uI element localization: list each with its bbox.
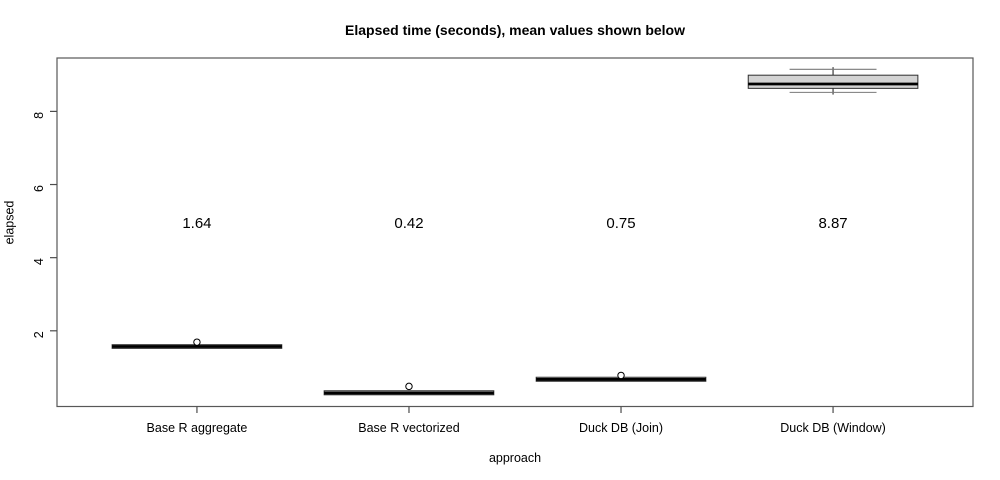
y-axis-title: elapsed [2, 200, 17, 245]
mean-value-label: 1.64 [182, 215, 211, 232]
y-tick-label: 8 [32, 112, 46, 119]
y-tick-label: 2 [32, 331, 46, 338]
box-base-r-aggregate-outlier-point [193, 338, 201, 346]
plot-frame [56, 57, 974, 408]
x-axis-title: approach [488, 451, 542, 465]
mean-value-label: 0.42 [394, 215, 423, 232]
mean-value-label: 0.75 [606, 215, 635, 232]
x-category-label: Base R aggregate [147, 421, 248, 435]
box-duck-db-window--iqr [747, 74, 919, 89]
x-category-label: Base R vectorized [358, 421, 459, 435]
box-base-r-vectorized-outlier-point [405, 382, 413, 391]
mean-value-label: 8.87 [818, 215, 847, 232]
chart-title: Elapsed time (seconds), mean values show… [345, 22, 685, 38]
x-category-label: Duck DB (Window) [780, 421, 886, 435]
x-category-label: Duck DB (Join) [579, 421, 663, 435]
y-tick-label: 4 [32, 258, 46, 265]
y-tick-label: 6 [32, 185, 46, 192]
box-duck-db-join--outlier-point [617, 371, 625, 380]
